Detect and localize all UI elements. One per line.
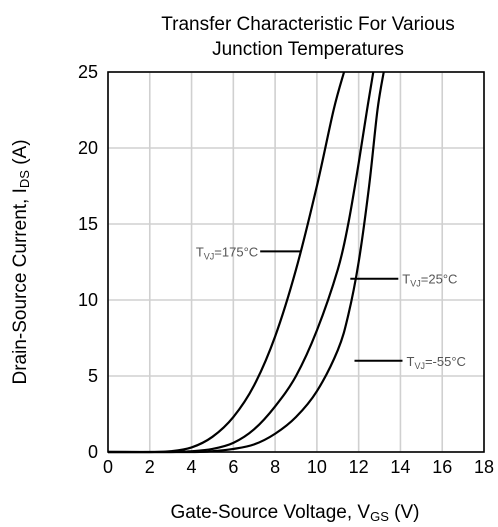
x-tick-label: 8 [270,457,280,477]
y-tick-label: 0 [88,442,98,462]
y-tick-label: 15 [78,214,98,234]
y-axis-label-main: Drain-Source Current, I [10,188,31,384]
x-tick-label: 14 [390,457,410,477]
series-label-sub: VJ [204,251,215,261]
y-tick-label: 10 [78,290,98,310]
series-label-suffix: =-55°C [425,354,466,369]
x-tick-label: 16 [432,457,452,477]
x-tick-label: 18 [474,457,494,477]
series-curve-1 [107,71,375,454]
grid-lines [107,71,485,453]
series-curve-2 [107,71,385,454]
tick-labels: 0 2 4 6 8 10 12 14 16 18 0 5 10 15 20 25 [78,62,494,477]
y-axis-label-sub: DS [17,170,32,188]
chart-title-line-2: Junction Temperatures [212,39,404,60]
series-label-suffix: =25°C [421,272,458,287]
y-tick-label: 25 [78,62,98,82]
y-tick-label: 5 [88,366,98,386]
series-label-suffix: =175°C [214,244,258,259]
x-tick-label: 0 [103,457,113,477]
x-tick-label: 12 [349,457,369,477]
x-tick-label: 2 [145,457,155,477]
y-tick-label: 20 [78,138,98,158]
x-tick-label: 10 [307,457,327,477]
x-axis-label-sub: GS [370,509,389,524]
series-label-sub: VJ [414,361,425,371]
x-axis-label: Gate-Source Voltage, VGS (V) [170,502,419,524]
y-axis-label: Drain-Source Current, IDS (A) [10,139,32,384]
plot-frame [107,71,485,453]
series-label-2: TVJ=-55°C [406,354,465,371]
series-label-1: TVJ=25°C [402,272,457,289]
x-tick-label: 4 [187,457,197,477]
series-curve-0 [107,71,346,454]
x-axis-label-main: Gate-Source Voltage, V [170,502,370,523]
x-axis-label-suffix: (V) [389,502,420,523]
x-tick-label: 6 [228,457,238,477]
series-label-main: T [402,272,410,287]
chart-title-line-1: Transfer Characteristic For Various [161,14,455,35]
series-label-sub: VJ [410,279,421,289]
series-label-main: T [196,244,204,259]
series-label-0: TVJ=175°C [196,244,258,261]
series-label-main: T [406,354,414,369]
y-axis-label-suffix: (A) [10,139,31,170]
